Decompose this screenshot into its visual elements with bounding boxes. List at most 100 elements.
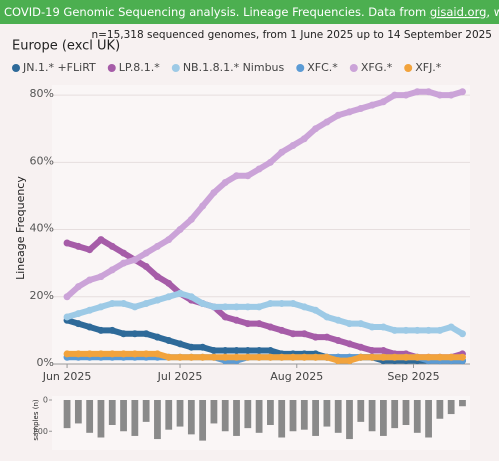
data-point <box>402 353 410 361</box>
data-point <box>153 242 161 250</box>
data-point <box>153 333 161 341</box>
samples-tick-label: 200 <box>33 427 48 436</box>
data-point <box>86 350 94 358</box>
data-point <box>266 158 274 166</box>
data-point <box>413 88 421 96</box>
samples-bar <box>267 400 274 425</box>
data-point <box>131 303 139 311</box>
data-point <box>199 299 207 307</box>
header-bar <box>0 0 499 24</box>
data-point <box>153 350 161 358</box>
legend-label: NB.1.8.1.* Nimbus <box>183 61 285 74</box>
data-point <box>255 165 263 173</box>
data-point <box>176 353 184 361</box>
data-point <box>142 330 150 338</box>
data-point <box>221 178 229 186</box>
data-point <box>278 353 286 361</box>
data-point <box>97 326 105 334</box>
data-point <box>97 236 105 244</box>
data-point <box>221 313 229 321</box>
samples-bar <box>312 400 319 436</box>
data-point <box>86 276 94 284</box>
data-point <box>74 320 82 328</box>
y-axis-label: Lineage Frequency <box>14 176 27 280</box>
data-point <box>278 148 286 156</box>
data-point <box>165 279 173 287</box>
data-point <box>345 340 353 348</box>
data-point <box>244 347 252 355</box>
samples-bar <box>323 400 331 427</box>
data-point <box>120 330 128 338</box>
data-point <box>436 91 444 99</box>
data-point <box>425 326 433 334</box>
data-point <box>131 330 139 338</box>
legend-label: JN.1.* +FLiRT <box>22 61 96 74</box>
data-point <box>176 289 184 297</box>
samples-bar <box>142 400 150 422</box>
data-point <box>379 323 387 331</box>
samples-bar <box>199 400 207 441</box>
data-point <box>391 91 399 99</box>
samples-bar <box>233 400 240 436</box>
legend-label: LP.8.1.* <box>119 61 161 74</box>
data-point <box>323 313 331 321</box>
data-point <box>255 320 263 328</box>
samples-bar <box>108 400 116 425</box>
data-point <box>97 350 105 358</box>
legend-marker <box>349 64 358 72</box>
samples-bar <box>221 400 229 432</box>
data-point <box>312 333 320 341</box>
data-point <box>447 323 455 331</box>
data-point <box>289 299 297 307</box>
samples-bar <box>131 400 139 436</box>
data-point <box>323 353 331 361</box>
data-point <box>176 340 184 348</box>
samples-bar <box>425 400 432 438</box>
data-point <box>323 333 331 341</box>
data-point <box>300 303 308 311</box>
data-point <box>334 111 342 119</box>
data-point <box>63 293 71 301</box>
data-point <box>402 91 410 99</box>
data-point <box>368 101 376 109</box>
data-point <box>312 353 320 361</box>
header-part: gisaid.org <box>430 5 487 19</box>
x-tick-label: Jun 2025 <box>42 370 92 383</box>
data-point <box>97 303 105 311</box>
plot-area <box>52 85 470 364</box>
samples-bar <box>459 400 466 407</box>
chart-subtitle: n=15,318 sequenced genomes, from 1 June … <box>91 29 492 41</box>
data-point <box>165 353 173 361</box>
data-point <box>210 353 218 361</box>
data-point <box>312 125 320 133</box>
samples-bar <box>391 400 399 429</box>
samples-tick-label: 0 <box>43 396 48 405</box>
data-point <box>74 310 82 318</box>
data-point <box>108 266 116 274</box>
data-point <box>255 347 263 355</box>
legend-marker <box>12 64 20 72</box>
data-point <box>425 353 433 361</box>
data-point <box>345 320 353 328</box>
data-point <box>233 347 241 355</box>
data-point <box>289 353 297 361</box>
data-point <box>86 306 94 314</box>
data-point <box>357 353 365 361</box>
data-point <box>413 353 421 361</box>
data-point <box>391 353 399 361</box>
data-point <box>334 316 342 324</box>
data-point <box>142 263 150 271</box>
data-point <box>165 236 173 244</box>
data-point <box>108 299 116 307</box>
y-tick-label: 40% <box>30 222 54 235</box>
data-point <box>391 326 399 334</box>
data-point <box>266 323 274 331</box>
samples-bar <box>63 400 71 429</box>
data-point <box>289 142 297 150</box>
data-point <box>176 226 184 234</box>
data-point <box>379 347 387 355</box>
samples-bar <box>402 400 410 425</box>
data-point <box>244 303 252 311</box>
data-point <box>402 326 410 334</box>
legend-marker <box>107 64 116 72</box>
